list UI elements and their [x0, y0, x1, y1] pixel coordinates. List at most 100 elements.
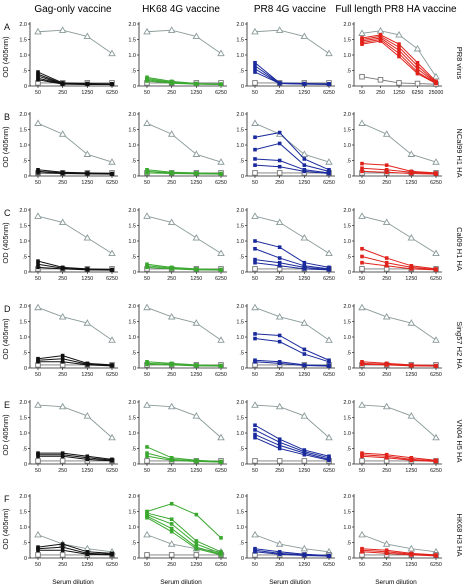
animal-series-4-point [219, 82, 223, 87]
y-tick-label: .5 [346, 159, 351, 165]
positive-control-line [146, 307, 222, 341]
y-tick-label: 2.0 [19, 494, 27, 500]
animal-series-2-point [277, 440, 282, 445]
y-tick-label: 2.0 [128, 400, 136, 406]
y-tick-label: 1.0 [236, 431, 244, 437]
animal-series-2-point [60, 356, 65, 361]
animal-series-1-line [146, 446, 222, 463]
positive-control-point [407, 150, 416, 157]
positive-control-line [37, 215, 113, 254]
panel-A-4: 0 .5 1.0 1.5 2.0 50 250 1250 6250 25000 [343, 22, 443, 96]
y-tick-label: .5 [22, 255, 27, 261]
negative-control-point [377, 77, 384, 83]
y-tick-label: 0 [133, 270, 136, 276]
animal-series-3-point [253, 67, 257, 71]
animal-series-5-line [37, 79, 112, 85]
x-tick-label: 1250 [81, 372, 93, 378]
negative-control-point [252, 266, 258, 272]
animal-series-4-point [253, 260, 257, 265]
y-tick-label: 2.0 [343, 304, 351, 310]
positive-control-point [358, 303, 366, 311]
y-tick-label: 1.0 [343, 431, 351, 437]
animal-series-3-point [169, 522, 174, 526]
positive-control-point [217, 336, 225, 343]
animal-series-3-line [146, 363, 222, 367]
y-tick-label: 0 [241, 270, 244, 276]
y-tick-label: 1.5 [19, 416, 27, 422]
y-tick-label: 0 [24, 556, 27, 562]
animal-series-1-point [277, 333, 282, 338]
negative-control-point [396, 80, 402, 86]
animal-series-3-point [219, 268, 223, 272]
panel-D-2: 0 .5 1.0 1.5 2.0 50 250 1250 6250 [128, 303, 227, 378]
negative-control-point [252, 458, 258, 464]
x-tick-label: 250 [382, 372, 391, 378]
x-tick-label: 250 [167, 468, 176, 474]
animal-series-4-point [169, 526, 174, 531]
y-tick-label: .5 [346, 351, 351, 357]
animal-series-3-point [36, 360, 40, 364]
animal-series-4-point [169, 81, 174, 86]
x-tick-label: 250 [275, 468, 284, 474]
column-title-full-pr8: Full length PR8 HA vaccine [335, 4, 457, 15]
animal-series-3-point [397, 48, 401, 53]
y-tick-label: 0 [133, 462, 136, 468]
animal-series-2-point [253, 64, 257, 68]
animal-series-3-line [146, 455, 222, 463]
animal-series-3-point [36, 548, 40, 553]
animal-series-3-point [145, 362, 149, 367]
animal-series-3-point [253, 257, 257, 262]
row-B: B OD (405nm) NCal99 H1 HA 0 .5 1.0 1.5 2.0 50 250… [1, 112, 464, 186]
y-tick-label: 1.5 [128, 320, 136, 326]
x-tick-label: 1250 [190, 180, 202, 186]
x-tick-label: 50 [359, 276, 365, 282]
x-tick-label: 1250 [393, 90, 405, 96]
animal-series-2-point [415, 64, 420, 68]
x-tick-label: 50 [144, 372, 150, 378]
animal-series-3-point [434, 364, 438, 368]
x-tick-label: 6250 [412, 90, 424, 96]
row-letter: D [4, 304, 11, 314]
y-tick-label: 2.0 [343, 112, 351, 118]
y-tick-label: 2.0 [19, 304, 27, 310]
positive-control-point [34, 303, 42, 311]
animal-series-3-point [409, 267, 414, 271]
y-tick-label: .5 [239, 69, 244, 75]
animal-series-1-point [253, 60, 257, 65]
animal-series-1-point [277, 245, 282, 249]
y-axis-label: OD (405nm) [1, 36, 10, 78]
y-tick-label: 0 [348, 84, 351, 90]
animal-series-3-point [384, 170, 389, 175]
x-tick-label: 6250 [323, 180, 335, 186]
y-tick-label: 0 [24, 84, 27, 90]
animal-series-1-line [37, 355, 113, 366]
x-tick-label: 250 [167, 372, 176, 378]
x-tick-label: 1250 [190, 90, 202, 96]
animal-series-3-point [194, 459, 199, 464]
positive-control-point [325, 249, 333, 257]
y-tick-label: 1.5 [236, 320, 244, 326]
positive-control-line [37, 404, 113, 438]
animal-series-4-point [327, 171, 331, 176]
negative-control-point [35, 458, 41, 464]
animal-series-1-line [38, 452, 113, 460]
animal-series-4-line [254, 262, 330, 271]
animal-series-3-point [277, 158, 282, 163]
animal-series-2-point [302, 352, 307, 356]
panel-B-3: 0 .5 1.0 1.5 2.0 50 250 1250 6250 [236, 112, 335, 186]
positive-control-line [254, 404, 330, 438]
y-tick-label: 1.0 [236, 143, 244, 149]
animal-series-3-point [194, 268, 199, 272]
y-axis-label: OD (405nm) [1, 126, 10, 168]
animal-series-2-point [277, 141, 282, 146]
x-tick-label: 50 [252, 372, 258, 378]
row-D: D OD (405nm) Sing57 H2 HA 0 .5 1.0 1.5 2.0 50 250… [1, 303, 464, 378]
y-tick-label: 2.0 [236, 304, 244, 310]
animal-series-3-point [85, 552, 90, 557]
positive-control-point [407, 544, 416, 552]
animal-series-3-line [254, 158, 330, 174]
y-tick-label: .5 [346, 447, 351, 453]
positive-control-line [254, 215, 330, 254]
negative-control-point [359, 458, 365, 464]
animal-series-1-line [254, 132, 330, 171]
